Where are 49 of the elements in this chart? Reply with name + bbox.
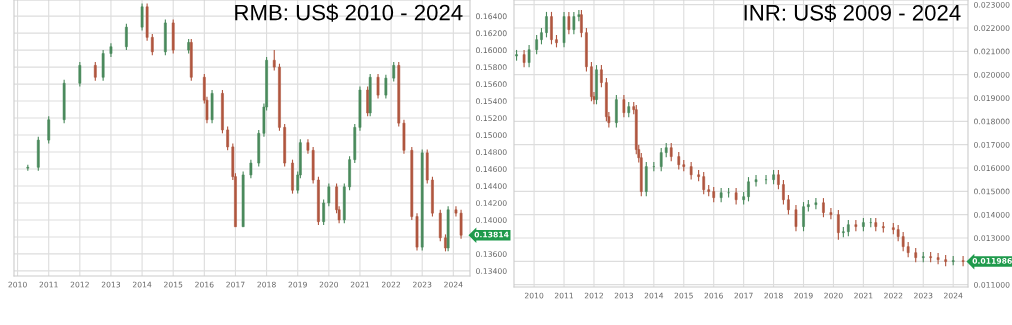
- candlestick: [93, 61, 97, 82]
- candlestick: [535, 34, 538, 55]
- candlestick: [747, 176, 750, 202]
- candlestick: [527, 44, 531, 68]
- candlestick: [249, 159, 253, 179]
- candlestick: [794, 204, 798, 232]
- candlestick: [150, 33, 154, 56]
- candlestick: [78, 61, 82, 88]
- candlestick: [125, 23, 128, 51]
- candlestick: [822, 197, 825, 218]
- candlestick: [580, 9, 583, 38]
- candlestick: [384, 74, 388, 100]
- candlestick: [101, 49, 105, 82]
- candlestick: [550, 11, 553, 45]
- candlestick: [600, 64, 603, 88]
- candlestick: [754, 174, 758, 187]
- candlestick: [787, 194, 790, 215]
- candlestick: [829, 207, 833, 220]
- candlestick: [376, 73, 380, 100]
- candlestick: [961, 255, 965, 267]
- candlestick: [47, 115, 51, 145]
- candlestick: [327, 182, 331, 207]
- candlestick: [854, 219, 858, 232]
- chart-title: RMB: US$ 2010 - 2024: [235, 3, 463, 22]
- candlestick: [936, 252, 940, 265]
- candlestick: [272, 49, 276, 72]
- candlestick: [802, 201, 805, 232]
- candlestick: [814, 197, 818, 210]
- candlestick: [540, 27, 543, 45]
- candlestick: [659, 147, 663, 172]
- candlestick: [567, 11, 571, 35]
- candlestick: [764, 174, 768, 185]
- candlestick: [777, 169, 780, 190]
- candlestick: [669, 142, 673, 162]
- candlestick: [545, 11, 548, 38]
- candlestick: [615, 94, 618, 128]
- candlestick: [595, 64, 598, 105]
- candlestick: [702, 171, 706, 195]
- candlestick: [555, 34, 558, 48]
- candlestick: [622, 94, 626, 118]
- candlestick: [140, 2, 144, 32]
- chart-title: INR: US$ 2009 - 2024: [744, 3, 961, 22]
- candlestick: [226, 125, 229, 151]
- candlestick: [392, 61, 396, 83]
- candlestick: [322, 199, 325, 226]
- candlestick: [782, 179, 785, 205]
- candlestick: [291, 159, 294, 195]
- candlestick: [572, 11, 576, 35]
- candlestick: [837, 209, 840, 241]
